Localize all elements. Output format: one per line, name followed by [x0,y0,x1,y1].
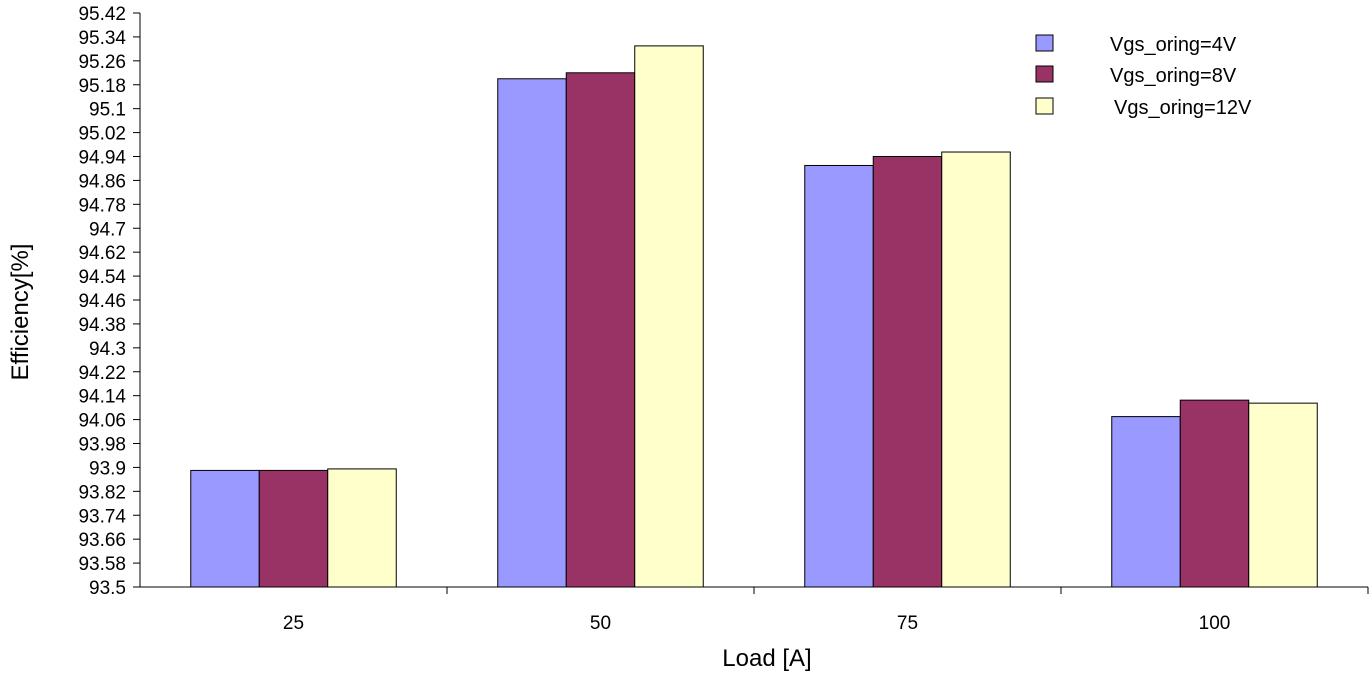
y-tick-label: 95.18 [78,76,126,97]
y-tick-label: 94.78 [78,195,126,216]
x-tick-label: 75 [897,613,918,634]
legend-label: Vgs_oring=4V [1110,34,1237,56]
y-tick-label: 94.46 [78,291,126,312]
y-tick-label: 95.1 [89,100,126,121]
x-tick-label: 100 [1199,613,1231,634]
bar-75-series-2 [872,156,943,588]
y-tick-label: 93.9 [89,458,126,479]
legend-label: Vgs_oring=8V [1110,65,1237,87]
x-tick-label: 25 [283,613,304,634]
x-tick-label: 50 [590,613,611,634]
y-tick-label: 94.86 [78,171,126,192]
legend-swatch [1035,65,1054,83]
y-tick-label: 93.98 [78,435,126,456]
y-tick-label: 93.74 [78,506,126,527]
y-tick-label: 93.82 [78,482,126,503]
y-axis-title: Efficiency[%] [7,244,34,381]
bar-25-series-2 [258,469,329,588]
y-tick-label: 94.22 [78,363,126,384]
bar-25-series-3 [327,468,397,588]
bar-50-series-2 [565,72,636,588]
bar-100-series-1 [1111,416,1181,588]
y-tick-label: 93.5 [89,578,126,599]
y-tick-label: 93.66 [78,530,126,551]
y-tick-label: 95.42 [78,4,126,25]
y-tick-label: 95.34 [78,28,126,49]
bar-50-series-3 [634,45,704,588]
y-tick-label: 94.94 [78,148,126,169]
bar-75-series-1 [804,164,874,588]
bar-100-series-2 [1179,399,1250,588]
legend-label: Vgs_oring=12V [1114,97,1252,119]
legend: Vgs_oring=4V Vgs_oring=8V Vgs_oring=12V [1035,34,1252,119]
y-tick-label: 94.14 [78,387,126,408]
x-axis-ticks: 25 50 75 100 [283,587,1369,634]
y-tick-label: 95.02 [78,124,126,145]
y-tick-label: 95.26 [78,52,126,73]
bar-100-series-3 [1248,402,1318,588]
bars [190,45,1318,588]
y-tick-label: 93.58 [78,554,126,575]
bar-75-series-3 [941,151,1011,588]
y-tick-label: 94.62 [78,243,126,264]
y-tick-label: 94.54 [78,267,126,288]
y-tick-label: 94.3 [89,339,126,360]
y-tick-label: 94.7 [89,219,126,240]
y-tick-label: 94.38 [78,315,126,336]
bar-50-series-1 [497,78,567,588]
y-tick-label: 94.06 [78,411,126,432]
legend-swatch [1035,34,1054,52]
legend-swatch [1035,97,1054,115]
x-axis-title: Load [A] [722,645,811,672]
bar-25-series-1 [190,469,260,588]
y-axis-ticks: 93.5 93.58 93.66 93.74 93.82 93.993.98 94.06 94… [78,4,140,599]
